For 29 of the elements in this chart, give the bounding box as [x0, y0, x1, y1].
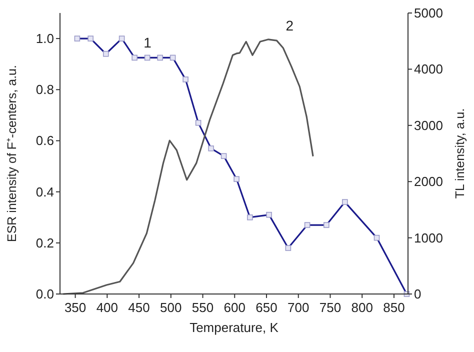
y-tick-label: 0.6 — [36, 133, 54, 148]
y2-tick-label: 1000 — [414, 230, 443, 246]
series-label: 2 — [286, 18, 294, 34]
series-label: 1 — [144, 34, 152, 51]
x-tick-label: 700 — [288, 300, 310, 315]
line-series — [62, 38, 314, 295]
y-axis-title: ESR intensity of F⁺-centers, a.u. — [5, 65, 19, 242]
x-tick-label: 800 — [351, 300, 373, 315]
x-tick-label: 350 — [64, 300, 86, 315]
x-tick-label: 650 — [256, 300, 278, 315]
y-tick-label: 0.4 — [36, 184, 54, 200]
x-tick-label: 450 — [128, 300, 150, 315]
y-tick-label: 0.2 — [36, 235, 54, 250]
y2-tick-label: 3000 — [414, 118, 443, 133]
y2-tick-label: 5000 — [414, 6, 443, 20]
y-tick-label: 1.0 — [36, 31, 54, 46]
y2-tick-label: 2000 — [414, 174, 443, 190]
y2-axis-title: TL intensity, a.u. — [453, 108, 467, 199]
x-tick-label: 850 — [383, 300, 405, 315]
x-tick-label: 550 — [192, 300, 214, 315]
x-tick-label: 600 — [224, 300, 246, 315]
y-tick-label: 0.0 — [36, 286, 54, 302]
y2-tick-label: 0 — [414, 286, 422, 302]
x-tick-label: 400 — [96, 300, 118, 315]
x-axis-title: Temperature, K — [190, 320, 279, 335]
x-tick-label: 500 — [160, 300, 182, 315]
x-tick-label: 750 — [319, 300, 342, 315]
y2-tick-label: 4000 — [414, 62, 443, 77]
y-tick-label: 0.8 — [36, 82, 54, 98]
